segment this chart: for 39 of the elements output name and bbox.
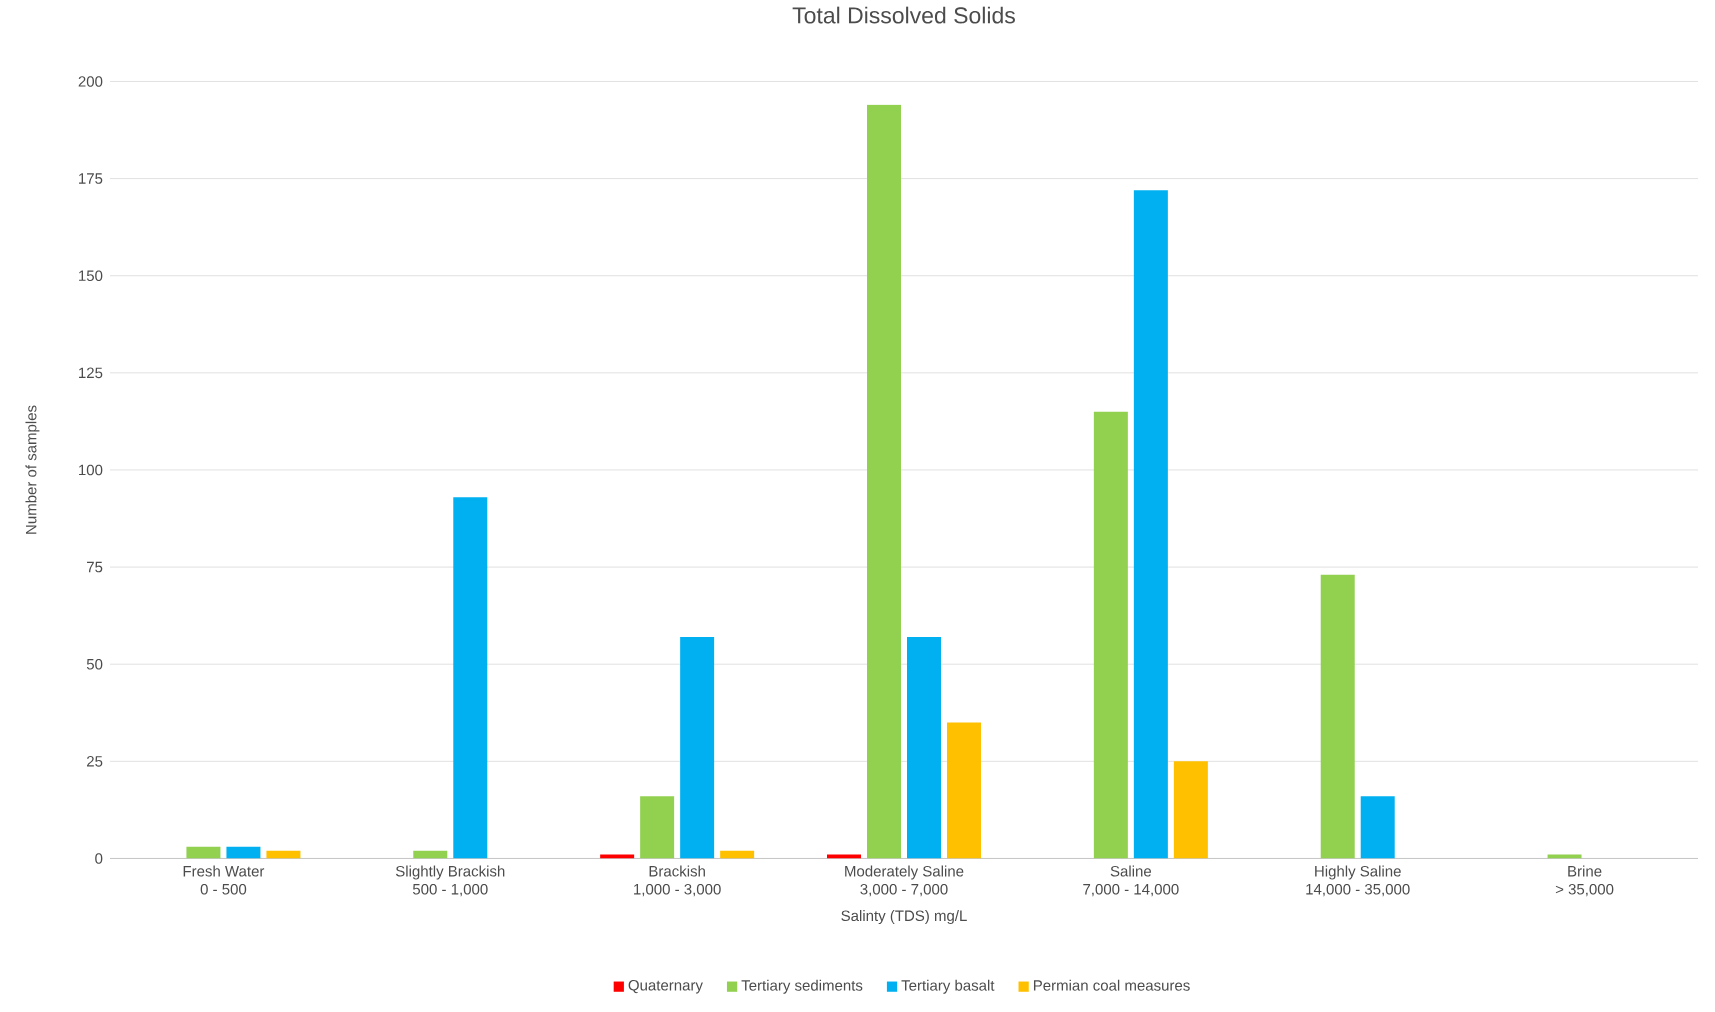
x-tick-label: Brackish 1,000 - 3,000 [634,865,721,897]
legend-label: Tertiary basalt [901,979,995,994]
bar [640,796,675,859]
bar [1320,574,1355,859]
bar [907,636,941,859]
bar [1173,761,1208,859]
bar [1093,411,1128,859]
x-axis-title: Salinty (TDS) mg/L [841,909,967,924]
x-tick-label: Highly Saline 14,000 - 35,000 [1306,865,1410,897]
y-tick-label: 100 [79,464,103,476]
chart-title: Total Dissolved Solids [792,6,1015,24]
y-tick-label: 25 [87,755,103,767]
y-tick-label: 150 [79,270,103,281]
legend-label: Tertiary sediments [741,979,863,994]
bar [867,104,901,859]
x-tick-label: Slightly Brackish 500 - 1,000 [395,865,505,897]
y-tick-label: 175 [79,173,103,184]
bar [720,850,755,859]
bar [266,850,301,859]
x-tick-label: Moderately Saline 3,000 - 7,000 [845,865,964,897]
x-tick-label: Saline 7,000 - 14,000 [1083,865,1179,897]
bar [453,496,488,859]
bar [1360,796,1395,859]
y-tick-label: 50 [86,658,103,670]
y-tick-label: 75 [87,561,103,573]
bar [186,846,221,859]
x-tick-label: Fresh Water 0 - 500 [183,865,265,895]
bar [226,846,261,859]
bar [680,636,715,859]
bar [947,722,981,859]
y-tick-label: 200 [78,75,103,87]
y-tick-label: 125 [79,367,103,378]
legend-label: Permian coal measures [1033,979,1190,991]
bar [1133,190,1168,859]
y-tick-label: 0 [95,852,103,864]
bar [413,850,448,859]
y-axis-title: Number of samples [25,405,40,534]
x-tick-label: Brine > 35,000 [1555,865,1614,897]
legend-label: Quaternary [628,979,703,994]
